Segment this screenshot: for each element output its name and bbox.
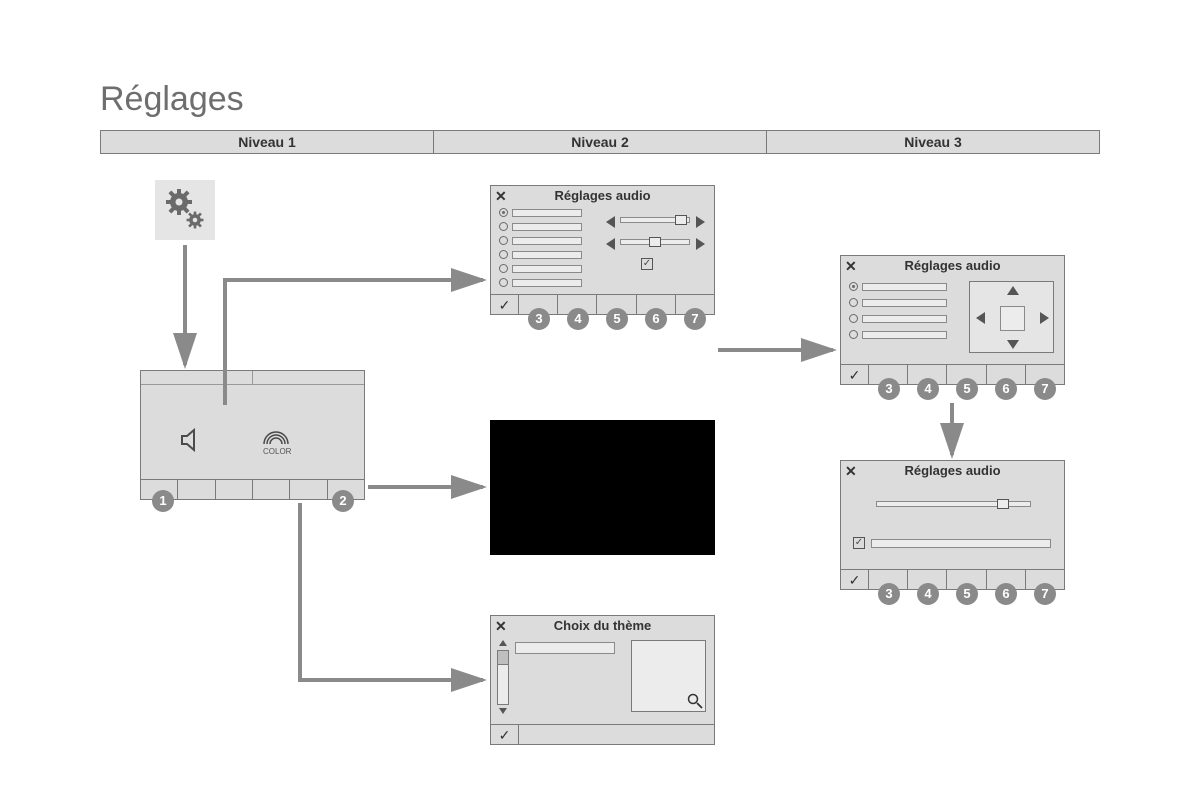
color-label: COLOR <box>263 447 291 456</box>
panel-footer: ✓ <box>491 724 714 744</box>
big-slider[interactable] <box>876 501 1031 507</box>
black-preview-panel <box>490 420 715 555</box>
radio-option[interactable] <box>849 282 947 291</box>
confirm-check-icon[interactable]: ✓ <box>491 295 519 314</box>
badge-6: 6 <box>995 378 1017 400</box>
dpad-down-icon[interactable] <box>1007 340 1019 349</box>
speaker-icon[interactable] <box>179 426 207 454</box>
theme-preview <box>631 640 706 712</box>
radio-option[interactable] <box>849 330 947 339</box>
arrow-left-icon[interactable] <box>606 216 615 228</box>
radio-option[interactable] <box>499 208 582 217</box>
badge-3: 3 <box>878 378 900 400</box>
page-title: Réglages <box>100 80 244 119</box>
checkbox-icon[interactable]: ✓ <box>641 258 653 270</box>
gears-icon <box>155 180 215 240</box>
radio-option[interactable] <box>849 298 947 307</box>
dpad-left-icon[interactable] <box>976 312 985 324</box>
panel-title: Réglages audio <box>841 463 1064 478</box>
radio-option[interactable] <box>499 222 582 231</box>
badge-7: 7 <box>684 308 706 330</box>
magnifier-icon[interactable] <box>687 693 703 709</box>
badge-4: 4 <box>567 308 589 330</box>
checkbox-icon[interactable]: ✓ <box>853 537 865 549</box>
panel-footer: ✓ <box>841 364 1064 384</box>
settings-gear-tile[interactable] <box>155 180 215 240</box>
color-arc-icon[interactable] <box>261 426 291 448</box>
badge-5: 5 <box>956 583 978 605</box>
audio-panel-1: ✕ Réglages audio ✓ ✓ <box>490 185 715 315</box>
panel-footer: ✓ <box>841 569 1064 589</box>
level-1: Niveau 1 <box>100 130 434 154</box>
audio-panel-2: ✕ Réglages audio ✓ <box>840 255 1065 385</box>
scrollbar-track[interactable] <box>497 650 509 705</box>
main-menu-panel: COLOR <box>140 370 365 500</box>
slider-1[interactable] <box>620 217 690 223</box>
arrow-right-icon[interactable] <box>696 216 705 228</box>
slider-2[interactable] <box>620 239 690 245</box>
arrow-right-icon[interactable] <box>696 238 705 250</box>
confirm-check-icon[interactable]: ✓ <box>841 365 869 384</box>
radio-option[interactable] <box>499 236 582 245</box>
option-bar <box>871 539 1051 548</box>
badge-4: 4 <box>917 378 939 400</box>
level-header: Niveau 1 Niveau 2 Niveau 3 <box>100 130 1100 154</box>
badge-7: 7 <box>1034 378 1056 400</box>
radio-option[interactable] <box>499 264 582 273</box>
radio-option[interactable] <box>499 278 582 287</box>
scroll-up-icon[interactable] <box>499 640 507 646</box>
panel-title: Choix du thème <box>491 618 714 633</box>
dpad <box>969 281 1054 353</box>
dpad-right-icon[interactable] <box>1040 312 1049 324</box>
badge-5: 5 <box>956 378 978 400</box>
panel-title: Réglages audio <box>491 188 714 203</box>
badge-7: 7 <box>1034 583 1056 605</box>
badge-4: 4 <box>917 583 939 605</box>
menu-bottom-strip <box>141 479 364 499</box>
footer-slot[interactable] <box>519 725 714 744</box>
radio-option[interactable] <box>499 250 582 259</box>
scroll-down-icon[interactable] <box>499 708 507 714</box>
badge-1: 1 <box>152 490 174 512</box>
audio-panel-3: ✕ Réglages audio ✓ ✓ <box>840 460 1065 590</box>
theme-list-item[interactable] <box>515 642 615 654</box>
dpad-up-icon[interactable] <box>1007 286 1019 295</box>
badge-3: 3 <box>528 308 550 330</box>
badge-3: 3 <box>878 583 900 605</box>
level-3: Niveau 3 <box>767 130 1100 154</box>
arrow-left-icon[interactable] <box>606 238 615 250</box>
badge-6: 6 <box>645 308 667 330</box>
badge-5: 5 <box>606 308 628 330</box>
menu-top-strip <box>141 371 364 385</box>
confirm-check-icon[interactable]: ✓ <box>491 725 519 744</box>
confirm-check-icon[interactable]: ✓ <box>841 570 869 589</box>
panel-title: Réglages audio <box>841 258 1064 273</box>
badge-6: 6 <box>995 583 1017 605</box>
level-2: Niveau 2 <box>434 130 767 154</box>
theme-panel: ✕ Choix du thème ✓ <box>490 615 715 745</box>
badge-2: 2 <box>332 490 354 512</box>
radio-option[interactable] <box>849 314 947 323</box>
panel-footer: ✓ <box>491 294 714 314</box>
